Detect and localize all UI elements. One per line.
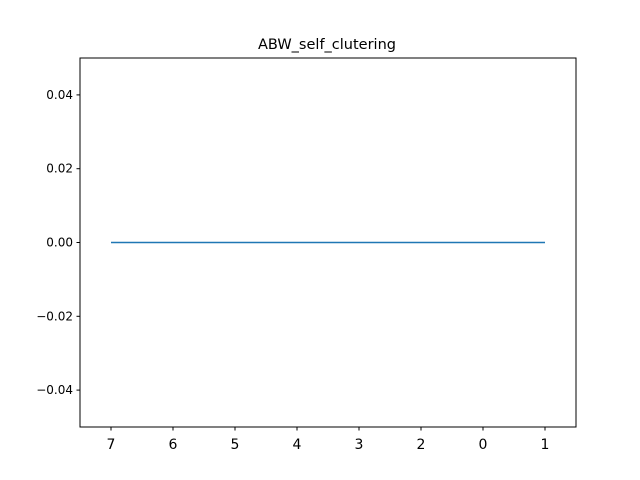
y-tick-label: 0.02 <box>46 162 73 176</box>
y-tick-label: −0.04 <box>36 383 73 397</box>
x-tick-label: 3 <box>355 437 364 453</box>
x-tick-label: 2 <box>417 437 426 453</box>
x-tick-label: 1 <box>541 437 550 453</box>
y-tick-label: 0.00 <box>46 236 73 250</box>
chart-title: ABW_self_clutering <box>258 37 396 53</box>
x-tick-label: 4 <box>293 437 302 453</box>
x-tick-label: 7 <box>107 437 116 453</box>
x-tick-label: 6 <box>169 437 178 453</box>
x-tick-label: 0 <box>479 437 488 453</box>
x-tick-label: 5 <box>231 437 240 453</box>
y-axis: −0.04 −0.02 0.00 0.02 0.04 <box>36 88 80 397</box>
y-tick-label: −0.02 <box>36 309 73 323</box>
y-tick-label: 0.04 <box>46 88 73 102</box>
x-axis: 7 6 5 4 3 2 0 1 <box>107 427 550 453</box>
